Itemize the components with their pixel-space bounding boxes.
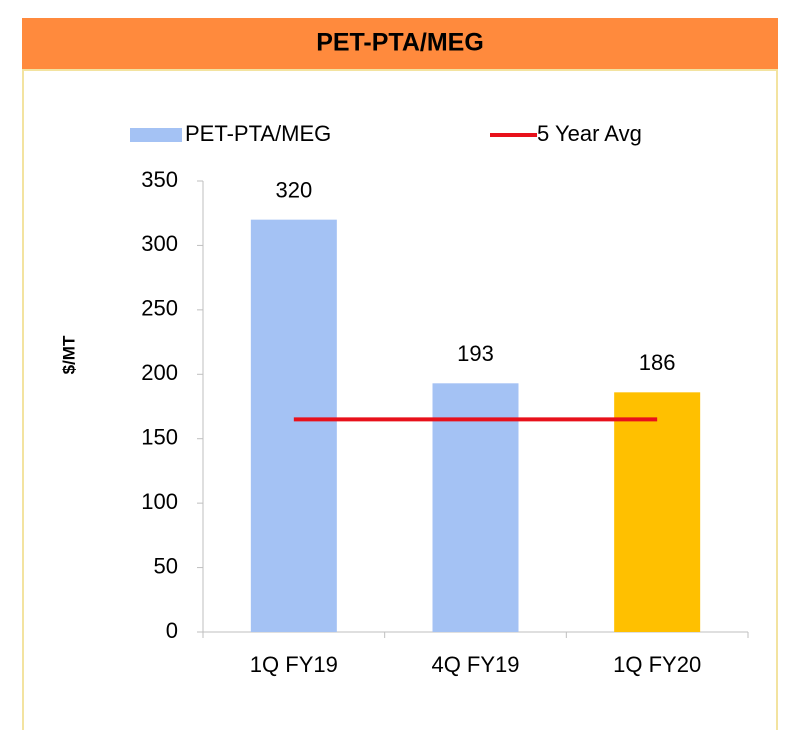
data-label: 193 — [457, 341, 494, 366]
y-tick-label: 50 — [154, 553, 178, 578]
y-tick-label: 200 — [141, 360, 178, 385]
bar — [432, 383, 519, 632]
data-label: 186 — [639, 350, 676, 375]
y-tick-label: 300 — [141, 231, 178, 256]
data-label: 320 — [275, 177, 312, 202]
y-axis-label: $/MT — [59, 335, 78, 374]
x-tick-label: 1Q FY19 — [250, 652, 338, 677]
legend-label: PET-PTA/MEG — [185, 121, 331, 146]
legend-swatch — [130, 128, 182, 142]
legend-label: 5 Year Avg — [537, 121, 642, 146]
y-tick-label: 150 — [141, 425, 178, 450]
y-tick-label: 100 — [141, 489, 178, 514]
bar — [614, 392, 701, 632]
y-tick-label: 250 — [141, 296, 178, 321]
chart-title: PET-PTA/MEG — [316, 29, 484, 57]
panel-border — [22, 69, 778, 735]
header-bar — [22, 18, 778, 70]
bar — [250, 219, 337, 632]
y-tick-label: 0 — [166, 618, 178, 643]
x-tick-label: 1Q FY20 — [613, 652, 701, 677]
x-tick-label: 4Q FY19 — [431, 652, 519, 677]
y-tick-label: 350 — [141, 167, 178, 192]
